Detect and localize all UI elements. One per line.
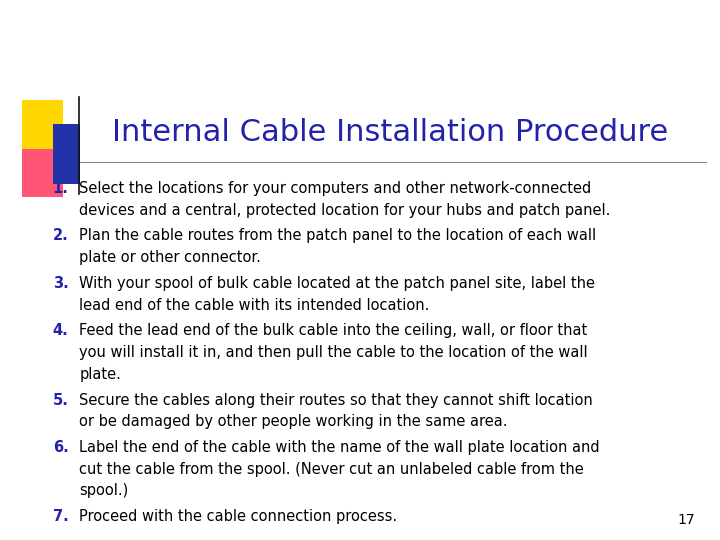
Text: 2.: 2. <box>53 228 68 244</box>
Text: Secure the cables along their routes so that they cannot shift location: Secure the cables along their routes so … <box>79 393 593 408</box>
Text: With your spool of bulk cable located at the patch panel site, label the: With your spool of bulk cable located at… <box>79 276 595 291</box>
Text: Internal Cable Installation Procedure: Internal Cable Installation Procedure <box>112 118 668 147</box>
Text: 7.: 7. <box>53 509 68 524</box>
Text: or be damaged by other people working in the same area.: or be damaged by other people working in… <box>79 414 508 429</box>
Text: spool.): spool.) <box>79 483 128 498</box>
Text: 4.: 4. <box>53 323 68 339</box>
Text: Proceed with the cable connection process.: Proceed with the cable connection proces… <box>79 509 397 524</box>
Text: plate or other connector.: plate or other connector. <box>79 250 261 265</box>
Text: devices and a central, protected location for your hubs and patch panel.: devices and a central, protected locatio… <box>79 202 611 218</box>
Text: Plan the cable routes from the patch panel to the location of each wall: Plan the cable routes from the patch pan… <box>79 228 596 244</box>
Bar <box>22 100 63 151</box>
Bar <box>53 124 80 184</box>
Text: lead end of the cable with its intended location.: lead end of the cable with its intended … <box>79 298 430 313</box>
Text: Select the locations for your computers and other network-connected: Select the locations for your computers … <box>79 181 591 196</box>
Text: plate.: plate. <box>79 367 121 382</box>
Text: 17: 17 <box>678 512 695 526</box>
Bar <box>22 148 63 197</box>
Text: 3.: 3. <box>53 276 68 291</box>
Text: cut the cable from the spool. (Never cut an unlabeled cable from the: cut the cable from the spool. (Never cut… <box>79 462 584 477</box>
Text: 6.: 6. <box>53 440 68 455</box>
Text: 5.: 5. <box>53 393 68 408</box>
Text: Feed the lead end of the bulk cable into the ceiling, wall, or floor that: Feed the lead end of the bulk cable into… <box>79 323 588 339</box>
Text: Label the end of the cable with the name of the wall plate location and: Label the end of the cable with the name… <box>79 440 600 455</box>
Text: 1.: 1. <box>53 181 68 196</box>
Text: you will install it in, and then pull the cable to the location of the wall: you will install it in, and then pull th… <box>79 345 588 360</box>
